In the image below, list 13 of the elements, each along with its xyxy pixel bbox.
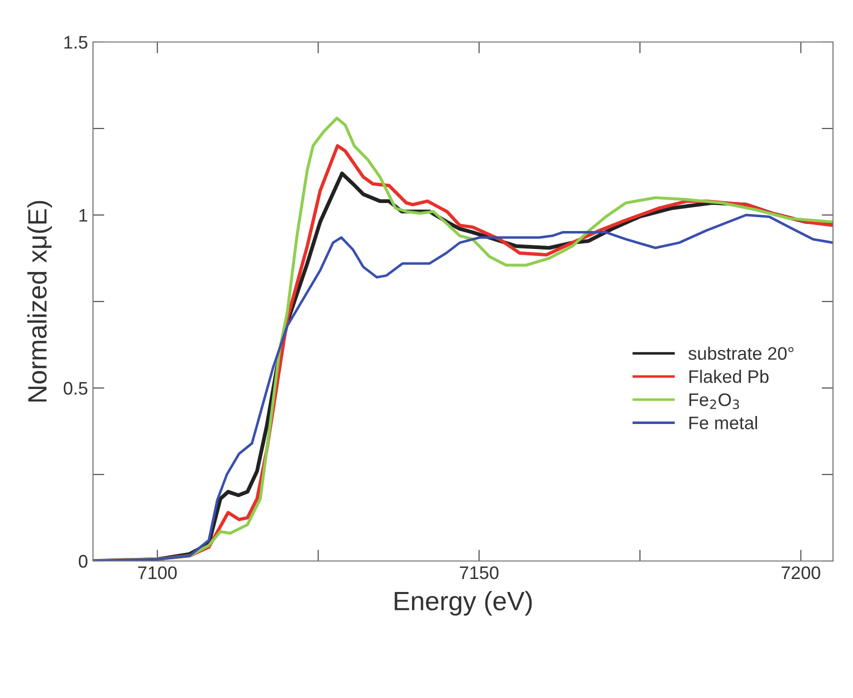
legend-label: Flaked Pb xyxy=(689,370,769,383)
y-tick-label: 1 xyxy=(79,209,88,222)
y-axis-title: Normalized xμ(E) xyxy=(27,200,52,402)
x-tick-label: 7150 xyxy=(460,566,498,580)
legend-label: Fe metal xyxy=(689,416,758,430)
legend-label: Fe$_{2}$O$_{3}$ xyxy=(689,393,739,410)
y-tick-label: 0.5 xyxy=(64,382,88,395)
x-tick-label: 7100 xyxy=(138,566,177,580)
legend-label: substrate 20° xyxy=(688,346,794,360)
y-tick-label: 0 xyxy=(78,554,88,568)
x-axis-title: Energy (eV) xyxy=(394,591,532,616)
y-tick-label: 1.5 xyxy=(64,36,88,49)
x-tick-label: 7200 xyxy=(782,566,820,580)
